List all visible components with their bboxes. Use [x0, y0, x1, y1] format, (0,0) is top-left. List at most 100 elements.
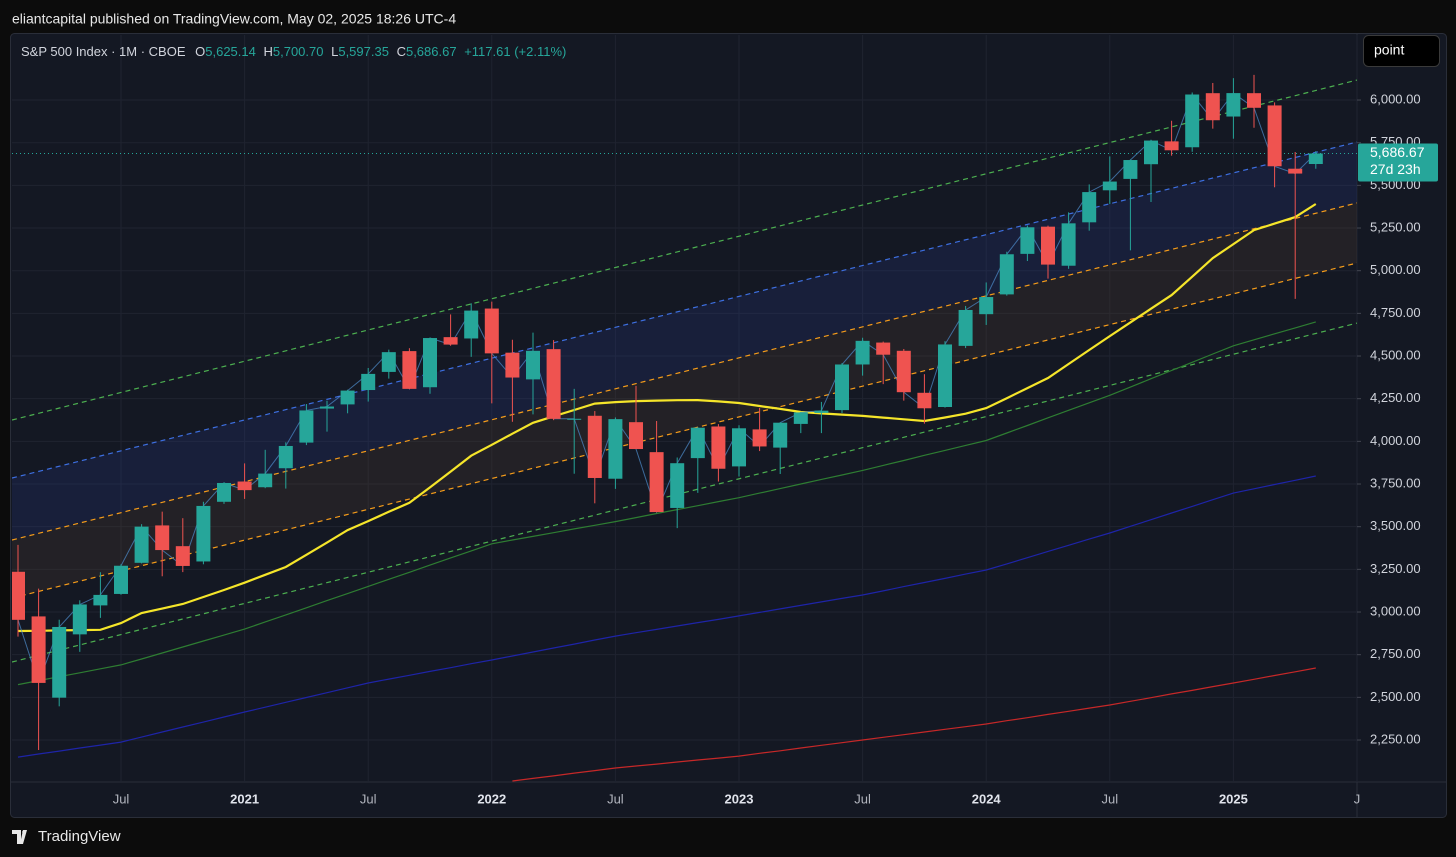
candle-body [443, 337, 458, 345]
candle-body [876, 342, 891, 355]
candle-body [752, 429, 767, 447]
y-tick-label: 3,000.00 [1370, 603, 1421, 618]
y-tick-label: 3,250.00 [1370, 561, 1421, 576]
brand-logo-dot [22, 830, 26, 834]
channel-line [12, 262, 1357, 599]
legend-high: 5,700.70 [273, 44, 324, 59]
candle-body [732, 428, 746, 467]
candle-body [999, 254, 1014, 295]
channel-line [12, 322, 1357, 663]
y-tick-label: 2,500.00 [1370, 689, 1421, 704]
brand-name: TradingView [38, 828, 121, 845]
candle-body [1041, 226, 1055, 265]
legend-close-label: C [397, 44, 406, 59]
y-tick-label: 6,000.00 [1370, 91, 1421, 106]
candle-body [1061, 223, 1076, 266]
candle-body [1102, 181, 1117, 191]
candle-body [258, 473, 273, 488]
candle-body [1247, 93, 1261, 108]
ohlc-legend: S&P 500 Index · 1M · CBOE O5,625.14 H5,7… [21, 44, 566, 59]
candle-body [12, 571, 25, 620]
x-tick-label: Jul [1101, 791, 1118, 806]
publish-header: eliantcapital published on TradingView.c… [12, 11, 456, 27]
candle-body [381, 352, 396, 372]
candle-body [320, 406, 334, 409]
x-tick-label: Jul [360, 791, 377, 806]
close-line [17, 92, 1317, 685]
candle-body [1185, 94, 1200, 148]
indicator-line [17, 203, 1317, 633]
legend-open: 5,625.14 [205, 44, 256, 59]
candle-body [1164, 141, 1179, 151]
candle-body [1288, 168, 1303, 174]
x-tick-label: 2025 [1219, 791, 1248, 806]
candle-body [546, 349, 561, 419]
candle-body [979, 297, 994, 315]
candle-body [340, 390, 355, 405]
candle-body [1226, 93, 1241, 117]
candle-body [896, 350, 911, 393]
candle-body [175, 546, 190, 566]
x-tick-label: 2022 [477, 791, 506, 806]
point-button[interactable]: point [1363, 35, 1440, 67]
x-tick-label: Jul [113, 791, 130, 806]
y-tick-label: 4,250.00 [1370, 390, 1421, 405]
candle-body [690, 427, 705, 459]
candle-body [835, 364, 849, 411]
candle-body [608, 419, 623, 479]
candle-body [567, 418, 582, 420]
y-tick-label: 3,750.00 [1370, 475, 1421, 490]
y-tick-label: 2,750.00 [1370, 646, 1421, 661]
legend-high-label: H [263, 44, 272, 59]
x-tick-label: 2021 [230, 791, 259, 806]
candle-body [1308, 153, 1323, 164]
y-tick-label: 4,000.00 [1370, 433, 1421, 448]
chart-panel [10, 33, 1447, 818]
candle-body [1082, 192, 1097, 223]
candle-body [773, 422, 788, 448]
candle-body [299, 410, 314, 443]
x-tick-label: Jul [854, 791, 871, 806]
candle-body [1144, 140, 1158, 165]
y-tick-label: 4,500.00 [1370, 347, 1421, 362]
symbol-title: S&P 500 Index · 1M · CBOE [21, 44, 186, 59]
x-tick-label: 2024 [972, 791, 1002, 806]
footer: TradingView [12, 828, 121, 845]
legend-close: 5,686.67 [406, 44, 457, 59]
plot-layer [12, 74, 1357, 782]
candle-body [526, 350, 540, 380]
grid-layer [12, 35, 1358, 782]
legend-low: 5,597.35 [338, 44, 389, 59]
channel-line [12, 202, 1357, 541]
candle-body [217, 482, 231, 502]
candle-body [1205, 93, 1220, 121]
candle-body [361, 373, 376, 391]
candle-body [587, 415, 602, 478]
candle-body [278, 445, 293, 469]
indicator-line [17, 475, 1316, 758]
candle-body [464, 310, 479, 339]
candle-body [423, 338, 437, 388]
candle-body [814, 410, 829, 413]
button-frame[interactable] [1363, 35, 1440, 67]
candle-body [917, 392, 932, 409]
candle-body [649, 452, 664, 513]
legend-low-label: L [331, 44, 338, 59]
candle-body [52, 626, 67, 698]
candle-body [670, 463, 685, 508]
bar-countdown: 27d 23h [1370, 161, 1421, 177]
indicator-line [512, 667, 1316, 782]
y-tick-label: 4,750.00 [1370, 305, 1421, 320]
candle-body [711, 426, 726, 469]
legend-change: +117.61 (+2.11%) [464, 44, 566, 59]
candle-body [1123, 160, 1138, 179]
y-tick-label: 3,500.00 [1370, 518, 1421, 533]
candle-body [958, 309, 973, 346]
button-label[interactable]: point [1374, 42, 1404, 58]
legend-open-label: O [195, 44, 205, 59]
candle-body [855, 340, 870, 365]
x-tick-label: Jul [607, 791, 624, 806]
indicator-line [17, 321, 1316, 686]
